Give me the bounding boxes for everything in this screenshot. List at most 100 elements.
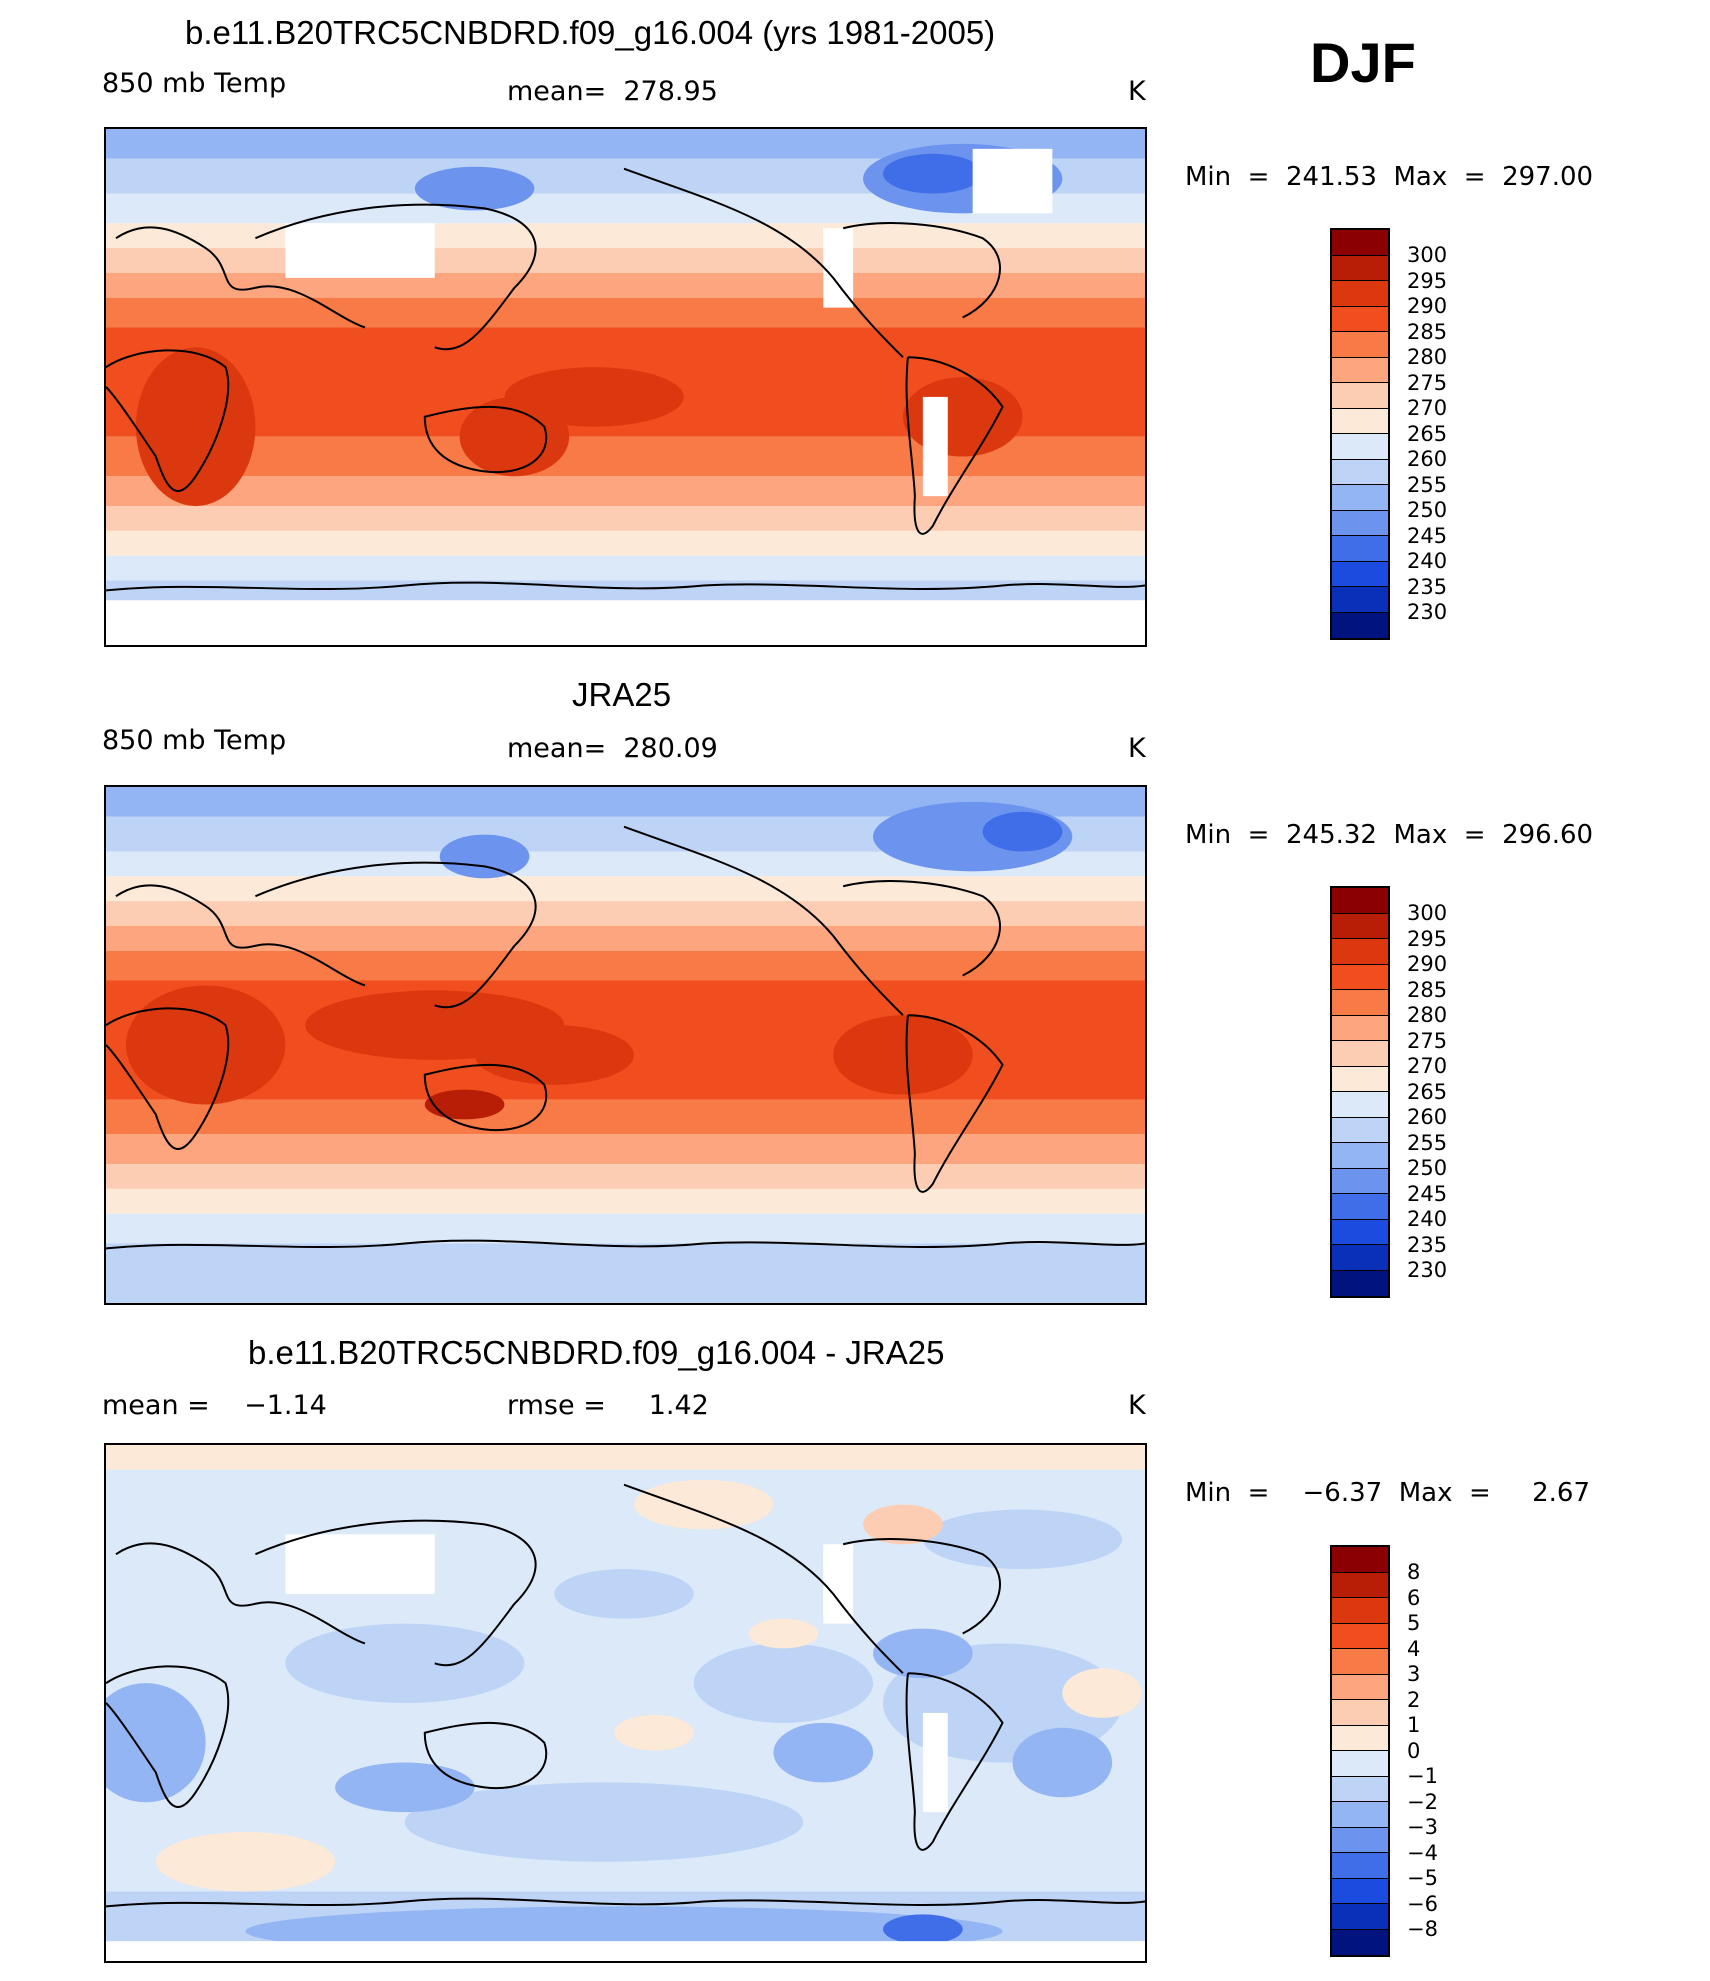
colorbar-tick-label: 2: [1407, 1687, 1421, 1712]
rmse-label: rmse = 1.42: [507, 1390, 709, 1421]
colorbar-tick-label: 235: [1407, 574, 1448, 599]
colorbar-tick-label: 245: [1407, 523, 1448, 548]
colorbar-segment: [1332, 1929, 1388, 1955]
mean-label: mean= 280.09: [507, 733, 718, 764]
colorbar-tick-label: 280: [1407, 345, 1448, 369]
colorbar-tick-label: 240: [1407, 1207, 1448, 1231]
colorbar-diff: [1330, 1545, 1390, 1957]
mean-label: mean= 278.95: [507, 76, 718, 107]
colorbar-segment: [1332, 1245, 1388, 1271]
colorbar-tick-label: 8: [1407, 1560, 1421, 1584]
colorbar-segment: [1332, 255, 1388, 281]
difference-map: [104, 1443, 1147, 1963]
colorbar-segment: [1332, 587, 1388, 613]
colorbar-tick-label: 230: [1407, 1258, 1448, 1282]
units-label: K: [1128, 733, 1146, 764]
colorbar-segment: [1332, 1194, 1388, 1220]
colorbar-tick-label: 300: [1407, 243, 1448, 267]
colorbar-segment: [1332, 485, 1388, 511]
min-max-label: Min = 241.53 Max = 297.00: [1185, 162, 1594, 192]
colorbar-tick-label: −4: [1407, 1840, 1438, 1865]
colorbar-tick-label: 235: [1407, 1232, 1448, 1257]
panel-title: b.e11.B20TRC5CNBDRD.f09_g16.004 - JRA25: [248, 1334, 945, 1371]
colorbar-segment: [1332, 1168, 1388, 1194]
colorbar-tick-label: −5: [1407, 1866, 1438, 1890]
colorbar-segment: [1332, 1751, 1388, 1777]
units-label: K: [1128, 76, 1146, 107]
colorbar-tick-label: 265: [1407, 1079, 1448, 1104]
colorbar-segment: [1332, 408, 1388, 434]
panel-title: b.e11.B20TRC5CNBDRD.f09_g16.004 (yrs 198…: [185, 14, 996, 51]
colorbar-segment: [1332, 1015, 1388, 1041]
colorbar-segment: [1332, 281, 1388, 307]
colorbar-tick-label: 5: [1407, 1611, 1421, 1635]
colorbar-segment: [1332, 434, 1388, 460]
colorbar-segment: [1332, 536, 1388, 562]
colorbar-tick-label: 4: [1407, 1636, 1421, 1661]
mean-label: mean = −1.14: [102, 1390, 327, 1421]
colorbar-segment: [1332, 990, 1388, 1016]
colorbar-segment: [1332, 383, 1388, 409]
colorbar-segment: [1332, 1904, 1388, 1930]
colorbar-tick-label: 295: [1407, 926, 1448, 951]
colorbar-segment: [1332, 1878, 1388, 1904]
colorbar-segment: [1332, 332, 1388, 358]
colorbar-obs: [1330, 886, 1390, 1298]
colorbar-tick-label: 275: [1407, 370, 1448, 395]
colorbar-segment: [1332, 939, 1388, 965]
colorbar-segment: [1332, 510, 1388, 536]
colorbar-tick-label: −6: [1407, 1891, 1438, 1916]
colorbar-segment: [1332, 230, 1388, 256]
colorbar-tick-label: 245: [1407, 1181, 1448, 1206]
colorbar-tick-label: 260: [1407, 447, 1448, 471]
colorbar-segment: [1332, 1827, 1388, 1853]
colorbar-segment: [1332, 1598, 1388, 1624]
colorbar-segment: [1332, 1117, 1388, 1143]
colorbar-tick-label: 250: [1407, 498, 1448, 522]
colorbar-tick-label: −2: [1407, 1789, 1438, 1814]
colorbar-segment: [1332, 1066, 1388, 1092]
colorbar-tick-label: 280: [1407, 1003, 1448, 1027]
units-label: K: [1128, 1390, 1146, 1421]
colorbar-segment: [1332, 913, 1388, 939]
colorbar-segment: [1332, 459, 1388, 485]
colorbar-tick-label: 295: [1407, 268, 1448, 293]
colorbar-tick-label: 0: [1407, 1738, 1421, 1763]
colorbar-tick-label: 270: [1407, 1054, 1448, 1078]
colorbar-model: [1330, 228, 1390, 640]
colorbar-segment: [1332, 1853, 1388, 1879]
colorbar-segment: [1332, 1649, 1388, 1675]
colorbar-segment: [1332, 1623, 1388, 1649]
colorbar-tick-label: 270: [1407, 396, 1448, 420]
min-max-label: Min = 245.32 Max = 296.60: [1185, 820, 1594, 850]
colorbar-tick-label: 300: [1407, 901, 1448, 925]
min-max-label: Min = −6.37 Max = 2.67: [1185, 1478, 1590, 1508]
colorbar-tick-label: 290: [1407, 294, 1448, 318]
colorbar-segment: [1332, 964, 1388, 990]
colorbar-tick-label: 3: [1407, 1662, 1421, 1686]
colorbar-tick-label: 250: [1407, 1156, 1448, 1180]
panel-title: JRA25: [572, 676, 672, 713]
colorbar-tick-label: 260: [1407, 1105, 1448, 1129]
colorbar-segment: [1332, 1725, 1388, 1751]
colorbar-segment: [1332, 1572, 1388, 1598]
colorbar-segment: [1332, 1802, 1388, 1828]
colorbar-segment: [1332, 1219, 1388, 1245]
variable-label: 850 mb Temp: [102, 725, 287, 756]
colorbar-segment: [1332, 612, 1388, 638]
colorbar-segment: [1332, 306, 1388, 332]
colorbar-tick-label: 240: [1407, 549, 1448, 573]
colorbar-segment: [1332, 1776, 1388, 1802]
temperature-map-obs: [104, 785, 1147, 1305]
colorbar-tick-label: 275: [1407, 1028, 1448, 1053]
colorbar-tick-label: 285: [1407, 977, 1448, 1002]
colorbar-segment: [1332, 561, 1388, 587]
colorbar-tick-label: 285: [1407, 319, 1448, 344]
colorbar-tick-label: −8: [1407, 1917, 1438, 1941]
colorbar-tick-label: 255: [1407, 472, 1448, 497]
season-label: DJF: [1310, 31, 1416, 94]
colorbar-tick-label: 6: [1407, 1585, 1421, 1610]
colorbar-segment: [1332, 1270, 1388, 1296]
colorbar-tick-label: −1: [1407, 1764, 1438, 1788]
colorbar-tick-label: 1: [1407, 1713, 1421, 1737]
